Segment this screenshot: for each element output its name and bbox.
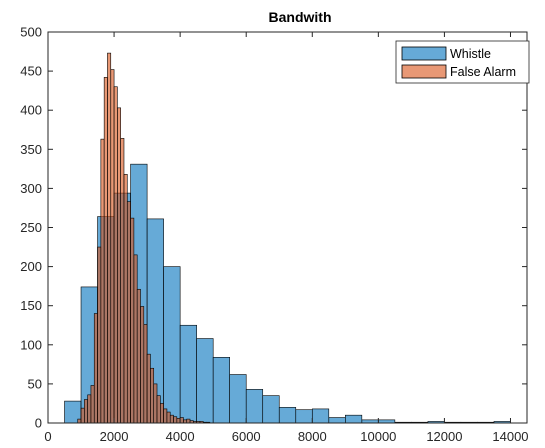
false-alarm-bar (169, 414, 174, 424)
whistle-bar (278, 407, 297, 424)
y-tick-label: 350 (20, 142, 42, 157)
false-alarm-bar (186, 418, 191, 424)
false-alarm-bar (133, 254, 138, 424)
false-alarm-bar (93, 313, 98, 424)
y-tick-label: 0 (35, 416, 42, 431)
false-alarm-bar (130, 217, 135, 424)
whistle-bar (311, 408, 330, 424)
false-alarm-bar (84, 399, 88, 424)
false-alarm-bar (87, 394, 92, 424)
false-alarm-bar (113, 86, 118, 424)
whistle-bar (245, 389, 264, 424)
whistle-bar (229, 374, 247, 424)
legend: Whistle False Alarm (395, 40, 530, 84)
false-alarm-bar (117, 107, 121, 424)
axis-ticks: 0 2000 4000 6000 8000 10000 12000 14000 0 50 100 15… (20, 25, 528, 445)
false-alarm-bar (107, 52, 112, 424)
false-alarm-bar (120, 138, 125, 424)
x-tick-label: 2000 (100, 429, 129, 444)
x-tick-label: 12000 (426, 429, 462, 444)
chart-title: Bandwith (269, 9, 332, 25)
y-tick-label: 300 (20, 181, 42, 196)
false-alarm-bar (140, 306, 145, 424)
x-tick-label: 8000 (298, 429, 327, 444)
legend-label-false-alarm: False Alarm (450, 65, 516, 79)
false-alarm-bar (80, 407, 85, 424)
x-tick-label: 6000 (232, 429, 261, 444)
legend-label-whistle: Whistle (450, 47, 491, 61)
y-tick-label: 400 (20, 103, 42, 118)
false-alarm-bar (150, 367, 155, 424)
false-alarm-bar (153, 383, 158, 424)
false-alarm-bar (77, 418, 82, 424)
x-tick-label: 4000 (166, 429, 195, 444)
whistle-bar (179, 324, 197, 424)
y-tick-label: 150 (20, 298, 42, 313)
y-tick-label: 500 (20, 25, 42, 40)
false-alarm-bar (156, 395, 161, 424)
false-alarm-bar (160, 403, 164, 424)
false-alarm-bar (100, 138, 105, 424)
x-tick-label: 0 (44, 429, 51, 444)
legend-swatch-false-alarm (401, 64, 447, 79)
false-alarm-bar (173, 416, 178, 424)
false-alarm-bar (166, 411, 171, 424)
false-alarm-bar (103, 77, 108, 424)
false-alarm-bar (126, 201, 131, 424)
whistle-bar (345, 414, 363, 424)
false-alarm-bar (90, 385, 95, 424)
whistle-bar (295, 409, 313, 424)
legend-swatch-whistle (401, 46, 447, 61)
whistle-bar (328, 417, 346, 424)
false-alarm-bar (123, 174, 128, 424)
y-tick-label: 50 (28, 376, 42, 391)
x-tick-label: 14000 (492, 429, 528, 444)
whistle-bar (196, 338, 214, 424)
y-tick-label: 450 (20, 64, 42, 79)
false-alarm-bar (136, 288, 141, 424)
y-tick-label: 200 (20, 259, 42, 274)
x-tick-label: 10000 (360, 429, 396, 444)
y-tick-label: 100 (20, 337, 42, 352)
false-alarm-bar (97, 246, 102, 424)
whistle-bar (163, 266, 181, 424)
false-alarm-bar (110, 69, 115, 424)
whistle-bar (212, 357, 230, 424)
false-alarm-bar (163, 408, 168, 424)
false-alarm-bar (143, 324, 148, 424)
whistle-bar (262, 395, 280, 424)
false-alarm-bar (176, 418, 181, 424)
y-tick-label: 250 (20, 220, 42, 235)
false-alarm-bars (77, 52, 211, 424)
false-alarm-bar (146, 353, 151, 424)
